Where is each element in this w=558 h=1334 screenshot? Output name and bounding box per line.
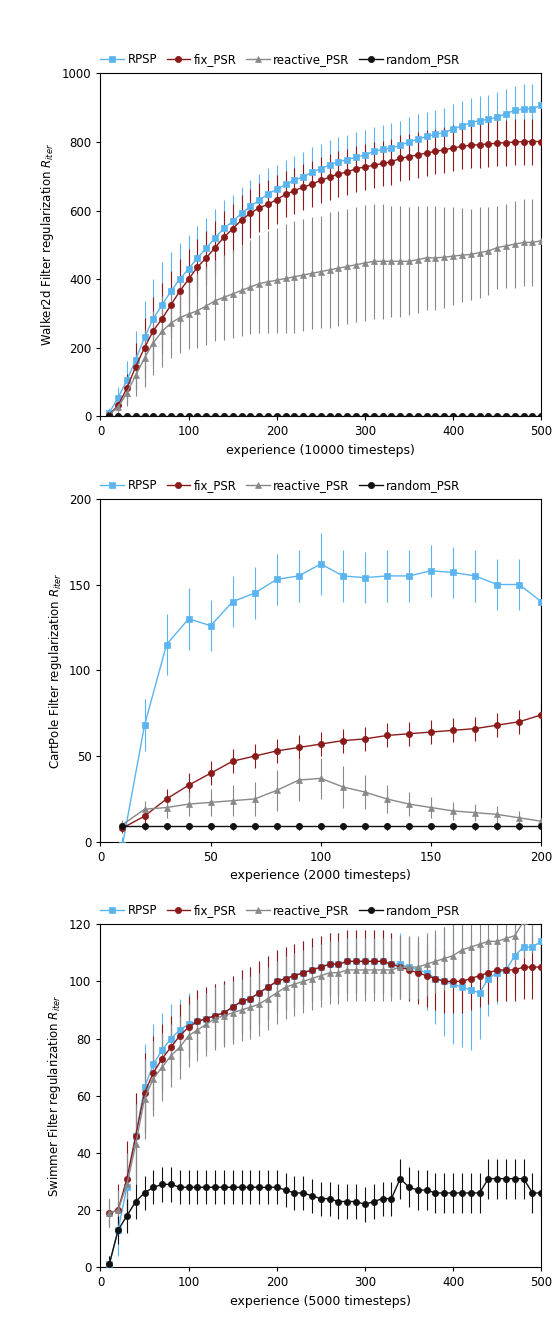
Y-axis label: Walker2d Filter regularization $R_{iter}$: Walker2d Filter regularization $R_{iter}… <box>39 143 56 347</box>
Legend: RPSP, fix_PSR, reactive_PSR, random_PSR: RPSP, fix_PSR, reactive_PSR, random_PSR <box>100 904 460 918</box>
Y-axis label: CartPole Filter regularization $R_{iter}$: CartPole Filter regularization $R_{iter}… <box>47 572 64 768</box>
X-axis label: experience (5000 timesteps): experience (5000 timesteps) <box>230 1295 411 1307</box>
Legend: RPSP, fix_PSR, reactive_PSR, random_PSR: RPSP, fix_PSR, reactive_PSR, random_PSR <box>100 53 460 67</box>
X-axis label: experience (10000 timesteps): experience (10000 timesteps) <box>227 444 415 458</box>
X-axis label: experience (2000 timesteps): experience (2000 timesteps) <box>230 870 411 882</box>
Legend: RPSP, fix_PSR, reactive_PSR, random_PSR: RPSP, fix_PSR, reactive_PSR, random_PSR <box>100 479 460 492</box>
Y-axis label: Swimmer Filter regularization $R_{iter}$: Swimmer Filter regularization $R_{iter}$ <box>46 995 64 1197</box>
